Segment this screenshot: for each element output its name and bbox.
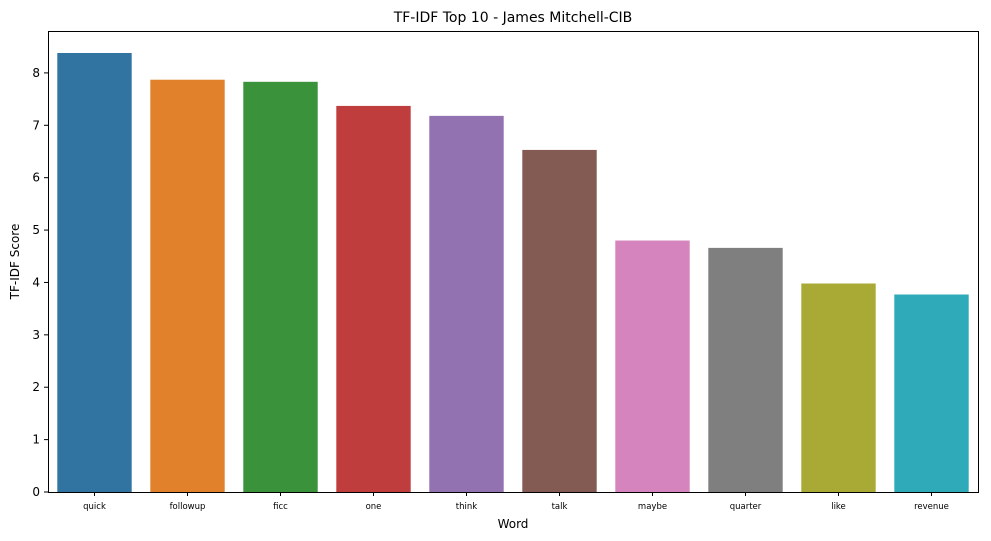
- y-tick-label: 6: [32, 171, 40, 185]
- y-tick-label: 8: [32, 66, 40, 80]
- bar-maybe: [615, 240, 690, 492]
- bar-quarter: [708, 247, 783, 492]
- y-tick-label: 2: [32, 380, 40, 394]
- x-tick-label: quick: [83, 502, 106, 512]
- x-tick-label: ficc: [273, 502, 288, 512]
- y-tick-label: 0: [32, 485, 40, 499]
- x-tick-label: one: [366, 502, 382, 512]
- x-tick-label: think: [456, 502, 477, 512]
- plot-frame: [48, 31, 979, 493]
- x-tick-label: maybe: [638, 502, 667, 512]
- bar-talk: [522, 149, 597, 492]
- bar-think: [429, 115, 504, 492]
- y-tick-label: 1: [32, 433, 40, 447]
- bar-ficc: [243, 81, 318, 493]
- y-axis-ticks: 0 1 2 3 4 5 6 7 8: [32, 66, 48, 499]
- bar-revenue: [894, 294, 969, 492]
- x-axis-label: Word: [498, 517, 529, 531]
- y-tick-label: 4: [32, 275, 40, 289]
- bar-followup: [150, 79, 225, 493]
- bar-like: [801, 283, 876, 492]
- x-tick-label: followup: [170, 502, 206, 512]
- chart-title: TF-IDF Top 10 - James Mitchell-CIB: [393, 10, 633, 26]
- x-tick-label: revenue: [914, 502, 949, 512]
- y-axis-label: TF-IDF Score: [8, 224, 22, 301]
- bars-group: [57, 53, 969, 493]
- bar-one: [336, 105, 411, 492]
- x-tick-label: talk: [552, 502, 568, 512]
- bar-quick: [57, 53, 132, 493]
- x-tick-label: like: [831, 502, 846, 512]
- x-axis-ticks: quick followup ficc one think talk maybe quarte…: [83, 492, 949, 512]
- x-tick-label: quarter: [730, 502, 762, 512]
- y-tick-label: 5: [32, 223, 40, 237]
- y-tick-label: 7: [32, 118, 40, 132]
- y-tick-label: 3: [32, 328, 40, 342]
